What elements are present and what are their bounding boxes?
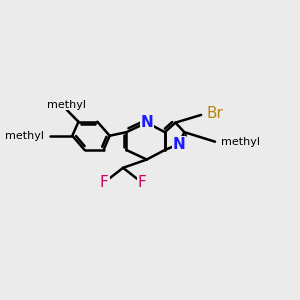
Text: methyl: methyl xyxy=(5,131,44,141)
Text: N: N xyxy=(140,115,153,130)
Text: F: F xyxy=(100,175,109,190)
Text: Br: Br xyxy=(206,106,223,121)
Text: methyl: methyl xyxy=(220,137,260,147)
Text: methyl: methyl xyxy=(47,100,86,110)
Text: F: F xyxy=(137,175,146,190)
Text: N: N xyxy=(172,136,185,152)
